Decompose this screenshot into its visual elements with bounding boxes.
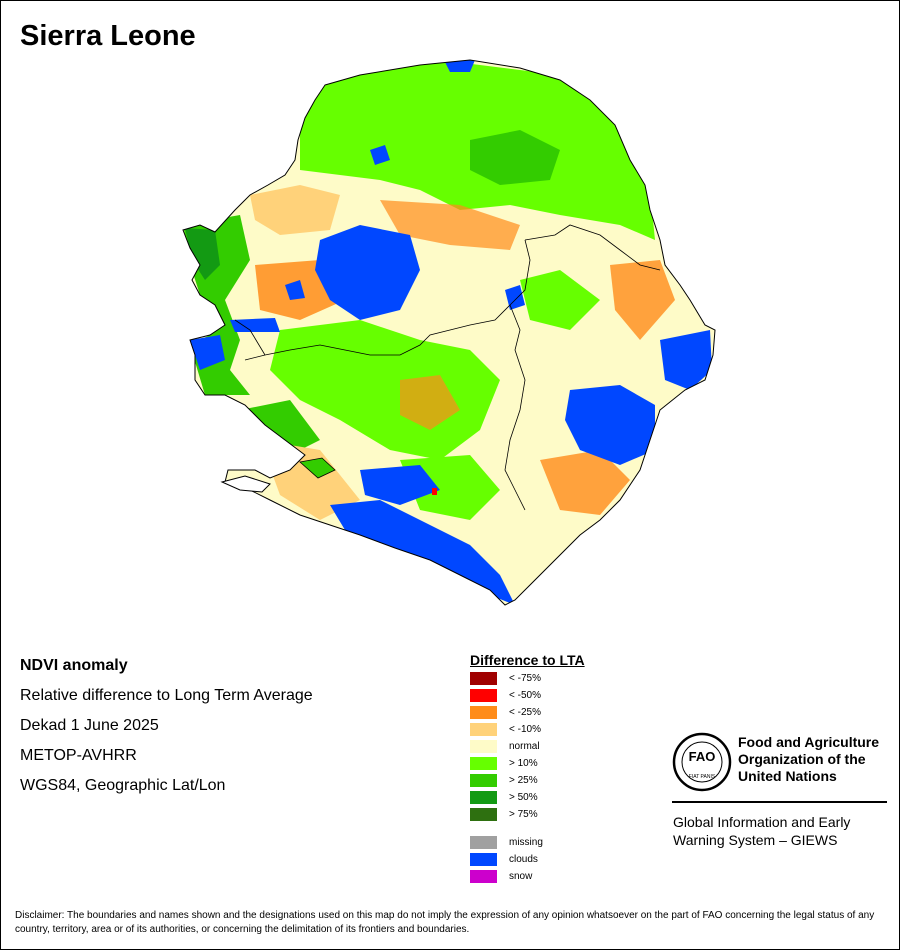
- clouds-south: [360, 465, 440, 505]
- province-border-north-east: [524, 224, 661, 271]
- legend-swatch: [470, 723, 497, 736]
- giews-line1: Global Information and Early: [673, 814, 851, 830]
- negative-anomaly-center: [400, 375, 460, 430]
- clouds-patch-1: [370, 145, 390, 165]
- legend-swatch: [470, 706, 497, 719]
- positive-anomaly-east: [520, 270, 600, 330]
- province-border-east-south: [504, 304, 526, 511]
- clouds-patch-3: [285, 280, 305, 300]
- fao-name-line2: Organization of the: [738, 751, 866, 767]
- strong-positive-north: [470, 130, 560, 185]
- strong-positive-coast: [185, 228, 220, 280]
- negative-anomaly-southeast: [540, 450, 630, 515]
- legend-swatch: [470, 672, 497, 685]
- fao-name-line1: Food and Agriculture: [738, 734, 880, 750]
- legend-label: > 25%: [509, 775, 538, 786]
- legend-label: > 75%: [509, 809, 538, 820]
- fao-name-line3: United Nations: [738, 768, 837, 784]
- legend-label: clouds: [509, 854, 538, 865]
- legend-swatch: [470, 740, 497, 753]
- legend-swatch: [470, 853, 497, 866]
- clouds-far-east: [660, 330, 712, 390]
- negative-anomaly-northeast: [610, 260, 675, 340]
- legend-title: Difference to LTA: [470, 652, 585, 668]
- province-border-north-south: [244, 239, 531, 361]
- legend-swatch: [470, 774, 497, 787]
- fao-logo-motto: FIAT PANIS: [689, 774, 716, 780]
- legend-swatch: [470, 757, 497, 770]
- sherbro-island: [220, 475, 271, 493]
- clouds-central: [315, 225, 420, 320]
- negative-anomaly-northwest: [250, 185, 340, 235]
- info-description: Relative difference to Long Term Average: [20, 687, 313, 704]
- legend-swatch: [470, 808, 497, 821]
- ndvi-anomaly-map: [182, 59, 716, 606]
- negative-anomaly-north-band: [380, 200, 520, 250]
- legend-label: < -75%: [509, 673, 541, 684]
- legend-label: > 50%: [509, 792, 538, 803]
- map-title: Sierra Leone: [20, 20, 196, 52]
- clouds-west-coast: [190, 335, 225, 370]
- info-title: NDVI anomaly: [20, 657, 128, 674]
- clouds-south-coast: [330, 500, 515, 605]
- legend-label: < -10%: [509, 724, 541, 735]
- clouds-patch-2: [505, 285, 525, 310]
- anomaly-raster: [183, 60, 715, 605]
- legend-label: < -25%: [509, 707, 541, 718]
- legend-swatch: [470, 791, 497, 804]
- country-border: [182, 59, 716, 606]
- divider: [672, 801, 887, 803]
- disclaimer: Disclaimer: The boundaries and names sho…: [15, 910, 875, 935]
- info-sensor: METOP-AVHRR: [20, 747, 137, 764]
- province-border-western-area: [234, 319, 266, 356]
- fao-name: Food and Agriculture Organization of the…: [738, 734, 898, 785]
- positive-anomaly-center: [270, 320, 500, 460]
- legend-label: > 10%: [509, 758, 538, 769]
- legend-swatch: [470, 870, 497, 883]
- legend-label: < -50%: [509, 690, 541, 701]
- coastal-islet: [299, 457, 336, 479]
- giews-label: Global Information and Early Warning Sys…: [673, 813, 893, 849]
- legend-swatch: [470, 689, 497, 702]
- info-projection: WGS84, Geographic Lat/Lon: [20, 777, 226, 794]
- severe-anomaly-spot: [432, 488, 437, 495]
- legend-label: snow: [509, 871, 533, 882]
- legend-label: normal: [509, 741, 540, 752]
- info-period: Dekad 1 June 2025: [20, 717, 159, 734]
- fao-logo-icon: FAO FIAT PANIS: [672, 732, 732, 792]
- legend-label: missing: [509, 837, 543, 848]
- clouds-east: [565, 385, 655, 465]
- clouds-peninsula: [230, 318, 280, 332]
- legend-swatch: [470, 836, 497, 849]
- fao-logo-text: FAO: [689, 749, 716, 764]
- giews-line2: Warning System – GIEWS: [673, 832, 838, 848]
- clouds-north: [445, 60, 475, 72]
